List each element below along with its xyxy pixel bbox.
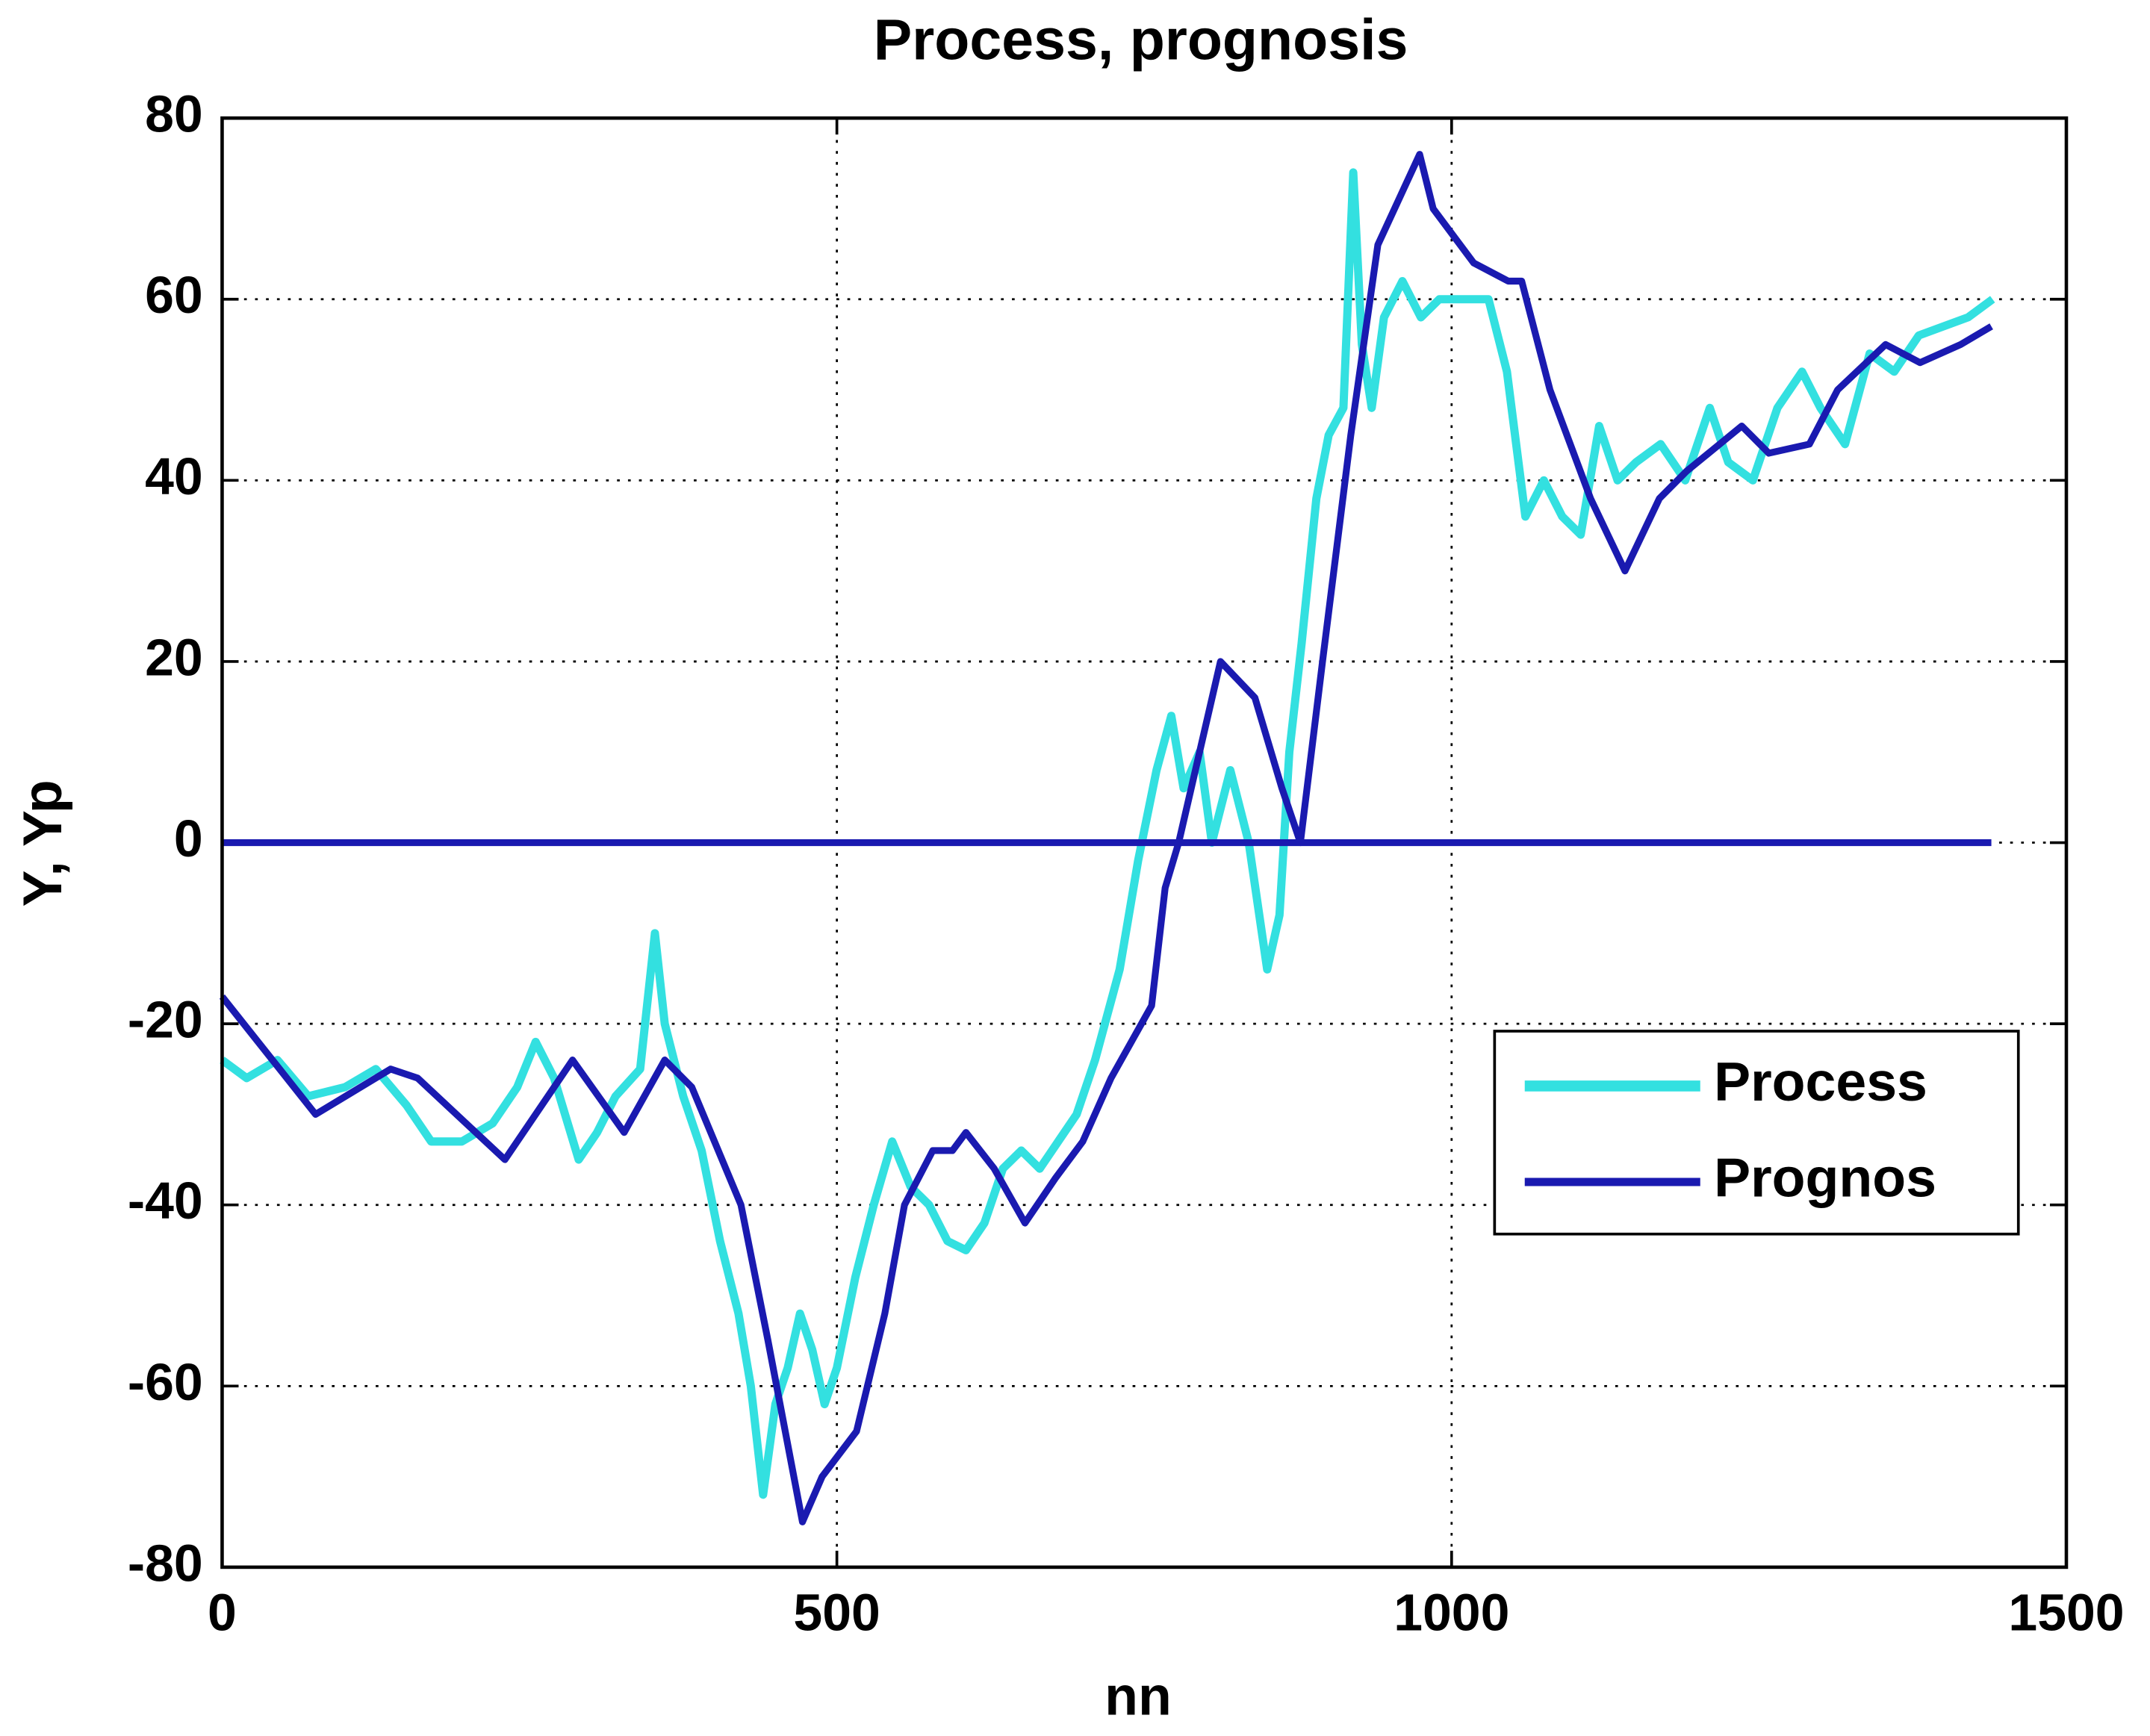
series-line — [220, 168, 1995, 1499]
y-tick-label: 0 — [174, 809, 203, 868]
x-tick-label: 500 — [793, 1583, 880, 1641]
y-tick-label: -60 — [128, 1353, 203, 1411]
y-tick-label: 40 — [145, 447, 203, 505]
x-tick-label: 0 — [208, 1583, 237, 1641]
legend-label: Process — [1714, 1051, 1927, 1113]
y-tick-label: -80 — [128, 1534, 203, 1592]
chart-title: Process, prognosis — [874, 7, 1408, 72]
y-tick-label: -20 — [128, 991, 203, 1049]
x-tick-label: 1500 — [2008, 1583, 2124, 1641]
series-line — [219, 151, 1993, 1525]
y-tick-label: -40 — [128, 1172, 203, 1230]
y-tick-label: 60 — [145, 266, 203, 324]
y-tick-label: 80 — [145, 85, 203, 143]
x-axis-label: nn — [1104, 1665, 1172, 1726]
legend-label: Prognos — [1714, 1147, 1936, 1208]
y-axis-label: Y, Yp — [12, 780, 73, 906]
x-tick-label: 1000 — [1394, 1583, 1509, 1641]
legend-box — [1493, 1030, 2020, 1236]
y-tick-label: 20 — [145, 628, 203, 686]
plot-frame — [220, 116, 2069, 1569]
